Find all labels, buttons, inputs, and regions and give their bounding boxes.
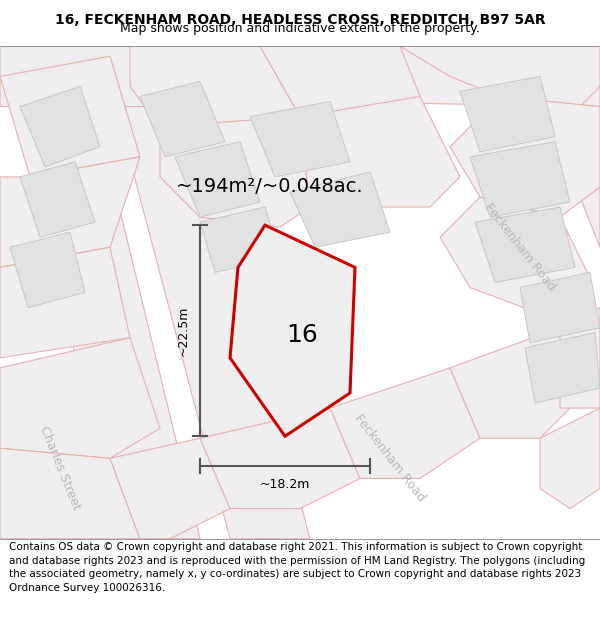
Polygon shape — [475, 207, 575, 282]
Polygon shape — [20, 86, 100, 167]
Polygon shape — [0, 46, 200, 539]
Polygon shape — [330, 368, 480, 479]
Polygon shape — [130, 46, 300, 147]
Polygon shape — [0, 248, 130, 358]
Polygon shape — [240, 253, 345, 408]
Polygon shape — [450, 96, 600, 217]
Polygon shape — [460, 76, 555, 152]
Polygon shape — [0, 157, 140, 268]
Polygon shape — [200, 207, 280, 272]
Polygon shape — [450, 328, 590, 438]
Text: Map shows position and indicative extent of the property.: Map shows position and indicative extent… — [120, 22, 480, 34]
Polygon shape — [300, 96, 460, 207]
Polygon shape — [440, 197, 590, 318]
Text: Feckenham Road: Feckenham Road — [482, 201, 558, 293]
Polygon shape — [540, 408, 600, 509]
Polygon shape — [560, 308, 600, 408]
Polygon shape — [160, 117, 310, 227]
Text: Charles Street: Charles Street — [37, 424, 83, 512]
Polygon shape — [175, 142, 260, 217]
Polygon shape — [520, 272, 600, 342]
Polygon shape — [0, 448, 140, 539]
Text: ~18.2m: ~18.2m — [260, 479, 310, 491]
Polygon shape — [525, 332, 600, 403]
Text: ~22.5m: ~22.5m — [177, 306, 190, 356]
Polygon shape — [470, 142, 570, 217]
Polygon shape — [140, 81, 225, 157]
Polygon shape — [0, 46, 300, 106]
Polygon shape — [100, 46, 310, 539]
Text: 16: 16 — [286, 322, 318, 346]
Polygon shape — [20, 162, 95, 238]
Text: ~194m²/~0.048ac.: ~194m²/~0.048ac. — [176, 177, 364, 196]
Polygon shape — [490, 46, 600, 127]
Polygon shape — [0, 56, 140, 177]
Polygon shape — [230, 225, 355, 436]
Polygon shape — [0, 338, 160, 458]
Text: Feckenham Road: Feckenham Road — [352, 412, 428, 504]
Polygon shape — [110, 438, 230, 539]
Text: 16, FECKENHAM ROAD, HEADLESS CROSS, REDDITCH, B97 5AR: 16, FECKENHAM ROAD, HEADLESS CROSS, REDD… — [55, 13, 545, 27]
Polygon shape — [400, 46, 600, 106]
Polygon shape — [290, 172, 390, 248]
Text: Contains OS data © Crown copyright and database right 2021. This information is : Contains OS data © Crown copyright and d… — [9, 542, 585, 593]
Polygon shape — [300, 46, 600, 106]
Polygon shape — [260, 46, 420, 137]
Polygon shape — [430, 46, 600, 248]
Polygon shape — [200, 408, 360, 509]
Polygon shape — [250, 101, 350, 177]
Polygon shape — [10, 232, 85, 308]
